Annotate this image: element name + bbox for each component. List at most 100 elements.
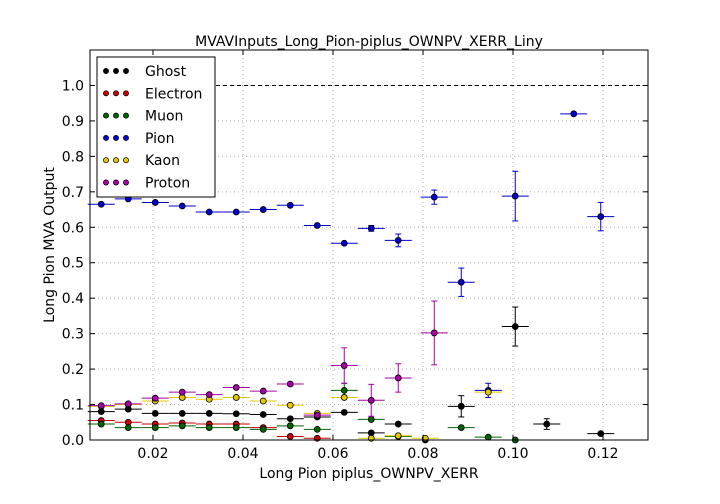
data-point — [286, 201, 294, 209]
data-point — [484, 388, 492, 396]
y-axis-label: Long Pion MVA Output — [42, 167, 58, 323]
x-tick-label: 0.10 — [497, 446, 528, 462]
data-point — [205, 208, 213, 216]
data-point — [484, 433, 492, 441]
chart-title: MVAVInputs_Long_Pion-piplus_OWNPV_XERR_L… — [195, 34, 543, 50]
legend-marker — [123, 68, 129, 74]
legend-marker — [113, 179, 119, 186]
data-point — [394, 432, 402, 440]
data-point — [286, 433, 294, 440]
data-point — [205, 391, 213, 399]
legend-marker — [103, 179, 109, 186]
data-point — [597, 430, 605, 438]
x-axis-label: Long Pion piplus_OWNPV_XERR — [259, 466, 478, 482]
data-point — [286, 380, 294, 388]
x-tick-label: 0.06 — [317, 446, 348, 462]
legend-marker — [113, 112, 119, 119]
data-point — [394, 236, 402, 244]
data-point — [543, 420, 551, 428]
data-point — [430, 193, 438, 201]
data-point — [259, 397, 267, 405]
data-point — [232, 208, 240, 216]
y-tick-label: 0.6 — [62, 220, 84, 236]
data-point — [457, 424, 465, 431]
y-tick-label: 0.2 — [62, 362, 84, 378]
data-point — [340, 239, 348, 247]
data-point — [340, 394, 348, 401]
y-tick-label: 1.0 — [62, 78, 84, 94]
legend-marker — [103, 134, 109, 141]
data-point — [340, 386, 348, 394]
legend-label: Muon — [145, 109, 183, 125]
data-point — [340, 362, 348, 369]
legend-item-electron: Electron — [103, 86, 202, 102]
legend-label: Proton — [145, 176, 190, 192]
data-point — [570, 110, 578, 118]
legend-item-proton: Proton — [103, 176, 190, 192]
data-point — [151, 199, 159, 206]
data-point — [178, 388, 186, 396]
legend-marker — [103, 157, 109, 164]
data-point — [286, 422, 294, 430]
legend-marker — [123, 90, 129, 97]
y-tick-label: 0.7 — [62, 185, 84, 201]
legend-marker — [123, 112, 129, 119]
data-point — [394, 420, 402, 428]
legend-box — [96, 56, 216, 198]
data-point — [97, 420, 105, 428]
data-point — [259, 206, 267, 213]
legend-marker — [113, 134, 119, 141]
data-point — [151, 394, 159, 402]
x-tick-label: 0.02 — [137, 446, 168, 462]
plot-frame — [89, 49, 649, 441]
axis-ticks: 0.02 0.04 0.06 0.08 0.10 0.12 0.0 0.1 0.2 0.3 0.4 0… — [62, 50, 648, 462]
data-point — [232, 410, 240, 418]
data-point — [340, 408, 348, 416]
legend-marker — [113, 157, 119, 164]
data-point — [205, 424, 213, 431]
data-point — [394, 374, 402, 382]
data-point — [232, 394, 240, 401]
y-tick-label: 0.9 — [62, 114, 84, 130]
legend-marker — [103, 68, 109, 74]
data-point — [511, 323, 519, 330]
y-tick-label: 0.1 — [62, 398, 84, 414]
legend-marker — [113, 90, 119, 97]
y-tick-label: 0.5 — [62, 256, 84, 272]
data-point — [124, 424, 132, 431]
data-point — [124, 400, 132, 408]
legend-marker — [123, 157, 129, 164]
legend-marker — [123, 134, 129, 141]
series-layer — [87, 110, 615, 444]
series-pion — [87, 110, 615, 398]
data-point — [367, 416, 375, 423]
legend-item-ghost: Ghost — [103, 64, 187, 80]
legend-item-kaon: Kaon — [103, 153, 180, 169]
legend-marker — [103, 90, 109, 97]
series-proton — [87, 300, 448, 419]
data-point — [97, 200, 105, 208]
legend-label: Electron — [145, 86, 202, 102]
data-point — [151, 410, 159, 417]
data-point — [597, 213, 605, 221]
data-point — [259, 425, 267, 433]
legend-item-pion: Pion — [103, 131, 174, 147]
x-tick-label: 0.04 — [227, 446, 258, 462]
legend-label: Ghost — [145, 64, 187, 80]
x-tick-label: 0.12 — [587, 446, 618, 462]
data-point — [511, 192, 519, 200]
data-point — [205, 410, 213, 417]
data-point — [313, 411, 321, 419]
data-point — [313, 222, 321, 229]
legend-label: Kaon — [145, 153, 180, 169]
data-point — [457, 278, 465, 286]
data-point — [232, 424, 240, 431]
data-point — [178, 422, 186, 430]
legend-marker — [123, 179, 129, 186]
x-tick-label: 0.08 — [407, 446, 438, 462]
data-point — [178, 410, 186, 417]
series-ghost — [87, 306, 615, 444]
data-point — [430, 329, 438, 337]
data-point — [367, 224, 375, 232]
